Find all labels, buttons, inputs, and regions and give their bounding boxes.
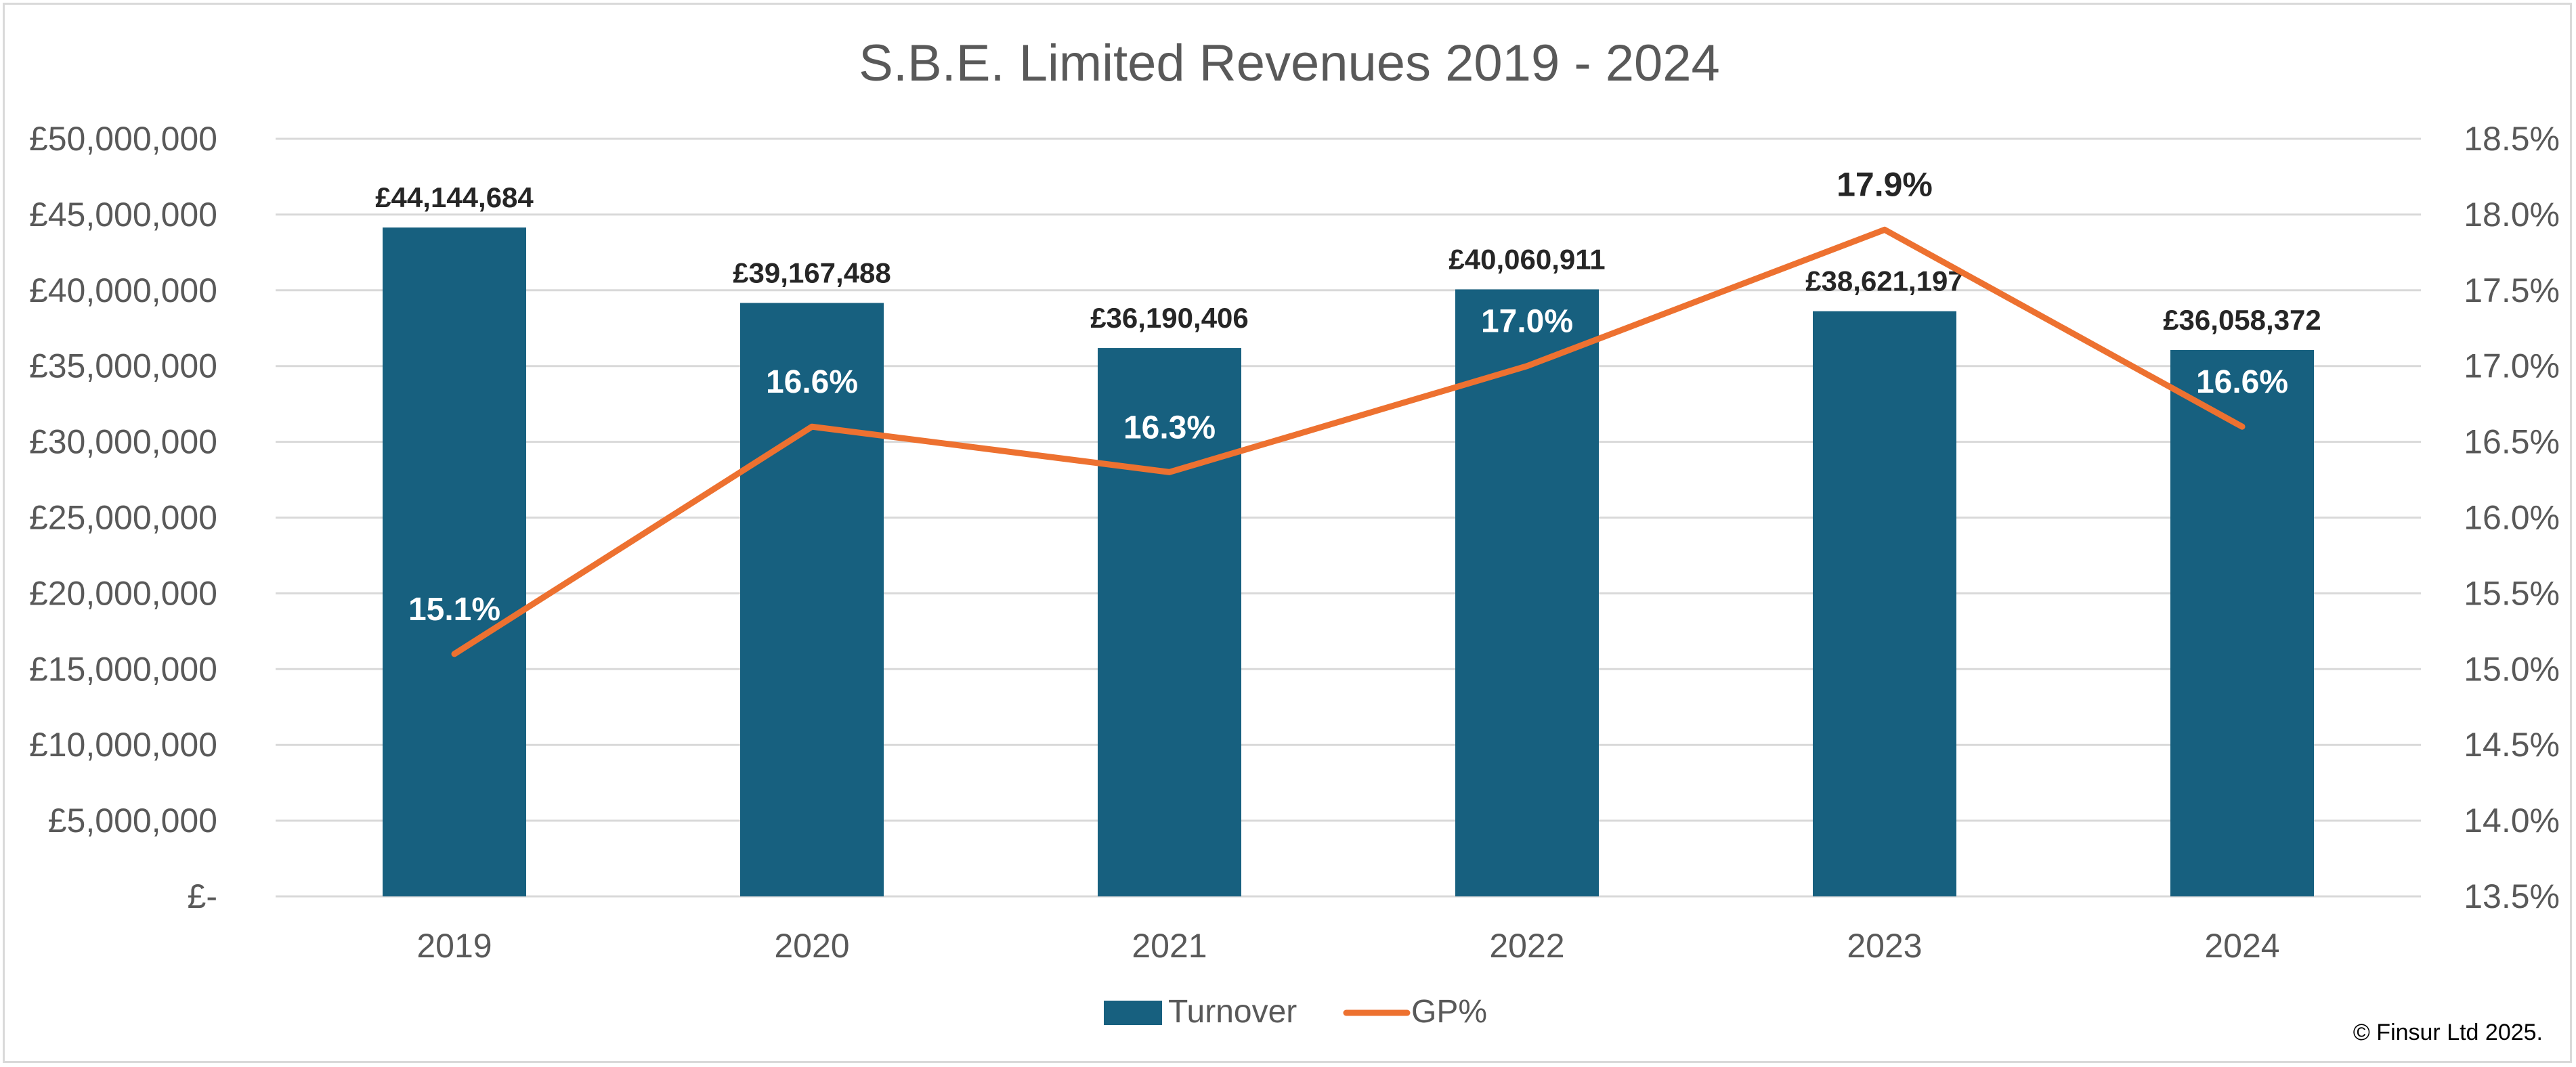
left-axis-tick-label: £10,000,000 — [29, 726, 217, 764]
legend-turnover-label: Turnover — [1168, 994, 1297, 1030]
x-axis-tick-label: 2023 — [1847, 927, 1922, 965]
right-axis-tick-label: 13.5% — [2464, 877, 2560, 915]
right-axis-tick-label: 18.5% — [2464, 120, 2560, 158]
right-axis-tick-label: 14.0% — [2464, 802, 2560, 840]
right-axis-tick-label: 14.5% — [2464, 726, 2560, 764]
left-axis-tick-label: £20,000,000 — [29, 574, 217, 612]
left-axis-tick-label: £45,000,000 — [29, 196, 217, 234]
left-axis-tick-label: £15,000,000 — [29, 650, 217, 688]
left-axis-tick-label: £35,000,000 — [29, 347, 217, 385]
turnover-bars — [383, 227, 2314, 897]
turnover-bar — [2170, 350, 2314, 896]
gp-data-label: 15.1% — [408, 592, 500, 628]
right-axis: 13.5% 14.0% 14.5% 15.0% 15.5% 16.0% 16.5% 17.0%… — [2464, 120, 2560, 915]
turnover-labels: £44,144,684 £39,167,488 £36,190,406 £40,060… — [375, 181, 2321, 336]
turnover-data-label: £36,058,372 — [2163, 304, 2321, 336]
right-axis-tick-label: 18.0% — [2464, 196, 2560, 234]
left-axis-tick-label: £5,000,000 — [48, 802, 217, 840]
left-axis-tick-label: £- — [188, 877, 217, 915]
right-axis-tick-label: 15.0% — [2464, 650, 2560, 688]
turnover-data-label: £39,167,488 — [733, 257, 891, 288]
x-axis-tick-label: 2024 — [2204, 927, 2279, 965]
turnover-data-label: £40,060,911 — [1448, 243, 1605, 275]
left-axis: £- £5,000,000 £10,000,000 £15,000,000 £20,00… — [29, 120, 217, 915]
legend-gp-label: GP% — [1411, 994, 1487, 1030]
x-axis: 2019 2020 2021 2022 2023 2024 — [416, 927, 2279, 965]
x-axis-tick-label: 2020 — [774, 927, 849, 965]
right-axis-tick-label: 17.0% — [2464, 347, 2560, 385]
right-axis-tick-label: 17.5% — [2464, 271, 2560, 309]
gp-labels: 15.1% 16.6% 16.3% 17.0% 17.9% 16.6% — [408, 165, 2288, 628]
chart-frame: S.B.E. Limited Revenues 2019 - 2024 £- £5… — [3, 3, 2572, 1063]
chart-title: S.B.E. Limited Revenues 2019 - 2024 — [859, 35, 1720, 92]
gp-data-label: 16.6% — [766, 364, 858, 400]
turnover-bar — [1813, 311, 1956, 897]
turnover-bar — [1098, 348, 1241, 896]
gp-data-label: 16.6% — [2196, 364, 2288, 400]
chart: S.B.E. Limited Revenues 2019 - 2024 £- £5… — [29, 35, 2560, 1030]
gp-line — [451, 226, 2246, 657]
legend: Turnover GP% — [1104, 994, 1487, 1030]
x-axis-tick-label: 2022 — [1489, 927, 1564, 965]
turnover-data-label: £38,621,197 — [1805, 265, 1964, 297]
turnover-bar — [383, 227, 526, 896]
turnover-data-label: £44,144,684 — [375, 181, 534, 213]
turnover-bar — [740, 303, 884, 896]
gp-data-label: 16.3% — [1123, 410, 1216, 445]
gp-data-label: 17.9% — [1837, 165, 1933, 203]
right-axis-tick-label: 16.0% — [2464, 499, 2560, 537]
turnover-data-label: £36,190,406 — [1090, 302, 1249, 334]
gp-data-label: 17.0% — [1481, 304, 1573, 340]
copyright-notice: © Finsur Ltd 2025. — [2353, 1020, 2543, 1045]
left-axis-tick-label: £40,000,000 — [29, 271, 217, 309]
right-axis-tick-label: 15.5% — [2464, 574, 2560, 612]
left-axis-tick-label: £30,000,000 — [29, 423, 217, 461]
legend-turnover-swatch — [1104, 1001, 1162, 1025]
turnover-bar — [1455, 289, 1599, 897]
gridlines — [276, 137, 2421, 898]
left-axis-tick-label: £50,000,000 — [29, 120, 217, 158]
right-axis-tick-label: 16.5% — [2464, 423, 2560, 461]
left-axis-tick-label: £25,000,000 — [29, 499, 217, 537]
x-axis-tick-label: 2019 — [416, 927, 492, 965]
x-axis-tick-label: 2021 — [1132, 927, 1207, 965]
gp-line-path — [451, 226, 2246, 657]
